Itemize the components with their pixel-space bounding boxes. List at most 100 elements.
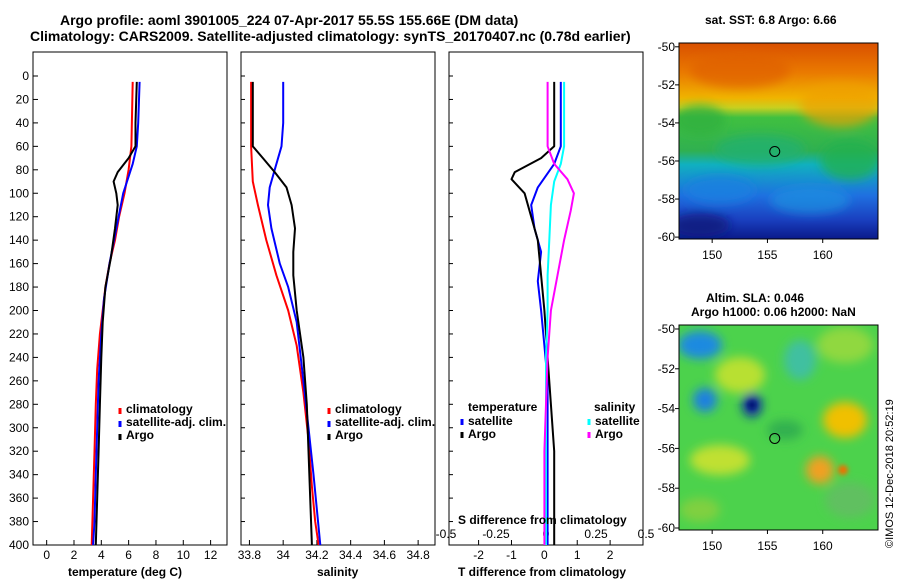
- s-diff-tick-label: -0.5: [436, 527, 457, 541]
- s-difference-axis: -0.5 -0.25 0 0.25 0.5: [436, 527, 655, 541]
- series-line-argo: [251, 81, 313, 546]
- depth-tick-label: 360: [9, 491, 29, 505]
- depth-tick-label: 180: [9, 280, 29, 294]
- legend-argo: Argo: [335, 428, 363, 442]
- lon-tick-label: 155: [757, 248, 777, 262]
- x-tick-label: 34.6: [373, 548, 397, 562]
- sla-map-frame: [678, 324, 879, 531]
- x-tick-label: 1: [574, 548, 581, 562]
- depth-tick-label: 380: [9, 515, 29, 529]
- sla-map-panel: Altim. SLA: 0.046 Argo h1000: 0.06 h2000…: [658, 291, 879, 553]
- legend-satellite: satellite-adj. clim.: [335, 415, 435, 429]
- depth-tick-label: 340: [9, 468, 29, 482]
- lat-tick-label: -60: [658, 230, 676, 244]
- x-tick-label: 4: [98, 548, 105, 562]
- x-tick-label: 12: [204, 548, 218, 562]
- temperature-panel: 0204060801001201401601802002202402602803…: [9, 51, 228, 579]
- depth-tick-label: 320: [9, 444, 29, 458]
- s-difference-label: S difference from climatology: [458, 513, 627, 527]
- argo-location-marker: [769, 432, 781, 444]
- sst-map-title: sat. SST: 6.8 Argo: 6.66: [705, 13, 837, 27]
- sla-map-subtitle: Argo h1000: 0.06 h2000: NaN: [691, 305, 856, 319]
- legend-climatology: climatology: [126, 402, 193, 416]
- temperature-x-label: temperature (deg C): [68, 565, 182, 579]
- depth-tick-label: 100: [9, 186, 29, 200]
- sla-map-image: [679, 325, 878, 530]
- x-tick-label: 34: [276, 548, 290, 562]
- lat-tick-label: -60: [658, 521, 676, 535]
- temperature-x-axis: 0 2 4 6 8 10 12: [43, 540, 218, 562]
- x-tick-label: -2: [473, 548, 484, 562]
- lat-tick-label: -56: [658, 441, 676, 455]
- depth-tick-label: 0: [22, 69, 29, 83]
- x-tick-label: -1: [506, 548, 517, 562]
- sst-map-image: [679, 43, 878, 239]
- salinity-series: [250, 81, 322, 546]
- s-diff-tick-label: 0.5: [638, 527, 655, 541]
- series-line-s-argo: [543, 81, 575, 545]
- sst-map-panel: sat. SST: 6.8 Argo: 6.66 -50 -52 -54 -56 -58…: [658, 13, 879, 262]
- salinity-panel: 33.8 34 34.2 34.4 34.6 34.8 salinity climatol…: [238, 51, 436, 579]
- lat-tick-label: -52: [658, 78, 676, 92]
- lat-tick-label: -58: [658, 481, 676, 495]
- depth-tick-label: 240: [9, 350, 29, 364]
- series-line-t-argo: [510, 81, 556, 545]
- lat-tick-label: -52: [658, 362, 676, 376]
- depth-tick-label: 300: [9, 421, 29, 435]
- series-line-argo: [94, 81, 138, 546]
- difference-series: [510, 81, 575, 545]
- temperature-series: [90, 81, 141, 546]
- x-tick-label: 0: [541, 548, 548, 562]
- x-tick-label: 0: [43, 548, 50, 562]
- x-tick-label: 34.2: [305, 548, 329, 562]
- depth-tick-label: 80: [16, 163, 30, 177]
- x-tick-label: 2: [71, 548, 78, 562]
- depth-tick-label: 60: [16, 139, 30, 153]
- lat-tick-label: -54: [658, 402, 676, 416]
- lon-tick-label: 150: [702, 539, 722, 553]
- depth-tick-label: 40: [16, 116, 30, 130]
- lat-tick-label: -50: [658, 322, 676, 336]
- lon-tick-label: 160: [813, 539, 833, 553]
- legend-satellite: satellite-adj. clim.: [126, 415, 226, 429]
- x-tick-label: 2: [607, 548, 614, 562]
- sla-map-title: Altim. SLA: 0.046: [706, 291, 804, 305]
- depth-tick-label: 200: [9, 304, 29, 318]
- depth-tick-label: 160: [9, 257, 29, 271]
- legend-t-satellite: satellite: [468, 414, 513, 428]
- series-line-climatology: [250, 81, 320, 546]
- legend-salinity-title: salinity: [594, 400, 636, 414]
- series-line-s-satellite: [545, 81, 566, 545]
- depth-tick-label: 20: [16, 92, 30, 106]
- legend-t-argo: Argo: [468, 427, 496, 441]
- sst-map-axes: -50 -52 -54 -56 -58 -60 150 155 160: [658, 40, 833, 262]
- legend-argo: Argo: [126, 428, 154, 442]
- lon-tick-label: 155: [757, 539, 777, 553]
- x-tick-label: 33.8: [238, 548, 262, 562]
- depth-tick-label: 260: [9, 374, 29, 388]
- legend-s-satellite: satellite: [595, 414, 640, 428]
- legend-s-argo: Argo: [595, 427, 623, 441]
- title-line-1: Argo profile: aoml 3901005_224 07-Apr-20…: [60, 12, 518, 28]
- salinity-plot-frame: [240, 51, 436, 546]
- s-diff-tick-label: -0.25: [482, 527, 510, 541]
- lon-tick-label: 160: [813, 248, 833, 262]
- legend-climatology: climatology: [335, 402, 402, 416]
- x-tick-label: 34.8: [406, 548, 430, 562]
- depth-tick-label: 140: [9, 233, 29, 247]
- legend-temperature-title: temperature: [468, 400, 538, 414]
- series-line-satellite-adj-clim-: [267, 81, 322, 546]
- t-difference-x-axis: -2 -1 0 1 2: [449, 75, 614, 562]
- temperature-legend: climatology satellite-adj. clim. Argo: [118, 402, 226, 442]
- depth-tick-label: 120: [9, 210, 29, 224]
- s-diff-tick-label: 0.25: [584, 527, 608, 541]
- salinity-x-axis: 33.8 34 34.2 34.4 34.6 34.8: [238, 75, 430, 562]
- depth-tick-label: 220: [9, 327, 29, 341]
- x-tick-label: 34.4: [339, 548, 363, 562]
- depth-axis: 0 20 40 60 80 100 120 140 160 180 200 220 240 260 280 3…: [9, 69, 38, 552]
- x-tick-label: 10: [177, 548, 191, 562]
- title-line-2: Climatology: CARS2009. Satellite-adjuste…: [30, 28, 631, 44]
- imos-watermark: ©IMOS 12-Dec-2018 20:52:19: [884, 399, 896, 548]
- t-difference-label: T difference from climatology: [458, 565, 626, 579]
